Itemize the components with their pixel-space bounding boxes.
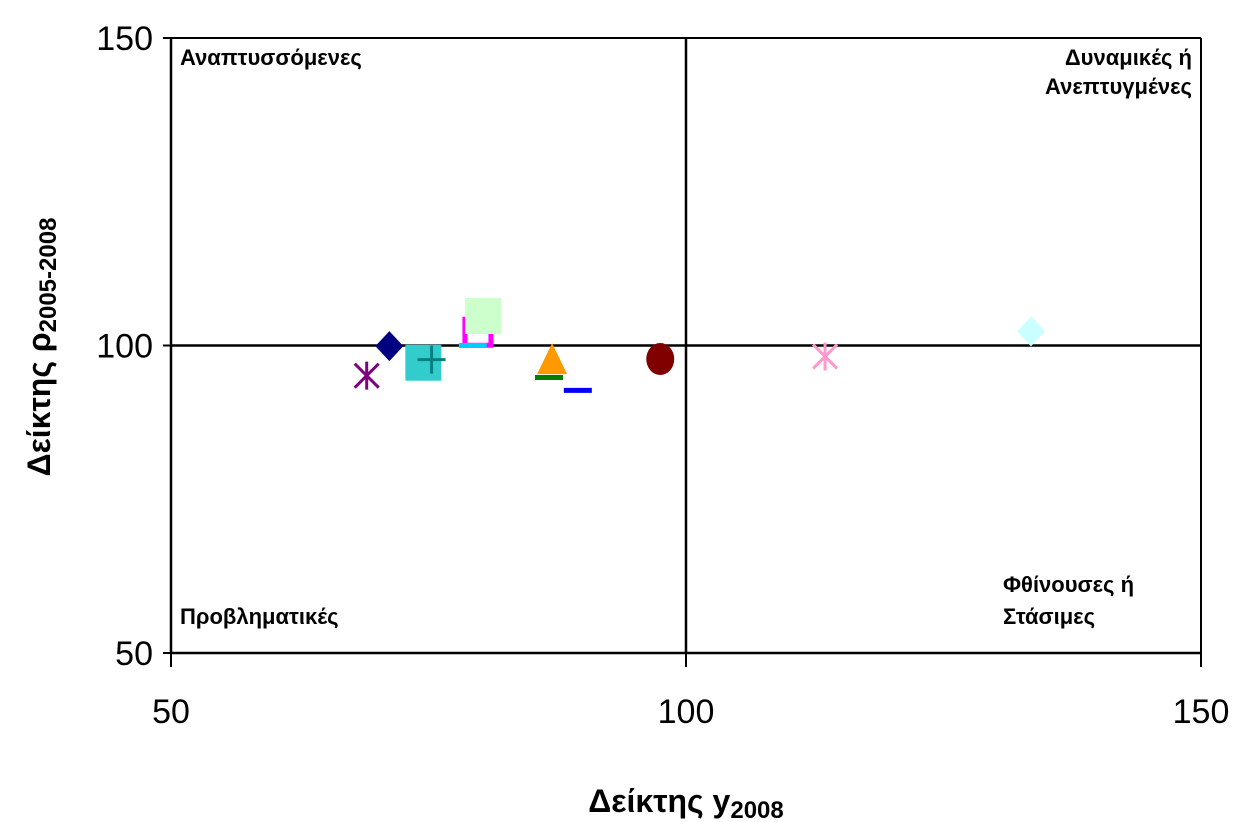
x-tick-label: 100 xyxy=(658,693,715,731)
x-axis-title: Δείκτης y2008 xyxy=(588,783,783,822)
point-marker xyxy=(353,362,380,389)
point-marker xyxy=(375,331,404,362)
x-tick-label: 50 xyxy=(152,693,190,731)
x-tick-labels: 50 100 150 xyxy=(152,693,1229,731)
data-point xyxy=(465,297,502,334)
point-marker xyxy=(646,343,675,376)
quadrant-label-bottom-left: Προβληματικές xyxy=(180,604,339,629)
data-point xyxy=(646,343,675,376)
y-tick-labels: 50 100 150 xyxy=(96,20,153,673)
point-marker xyxy=(405,344,442,381)
y-axis-title: Δείκτης ρ2005-2008 xyxy=(21,218,62,477)
point-marker xyxy=(1017,316,1046,347)
data-point xyxy=(375,331,404,362)
y-tick-label: 150 xyxy=(96,20,153,58)
quadrant-label-top-right: Δυναμικές ή Ανεπτυγμένες xyxy=(1045,45,1192,99)
data-points xyxy=(353,297,1046,393)
data-point xyxy=(537,343,568,375)
data-point xyxy=(405,344,442,381)
point-marker xyxy=(811,343,839,370)
quadrant-label-bottom-right: Φθίνουσες ή Στάσιμες xyxy=(1003,572,1134,629)
quadrant-label-top-left: Αναπτυσσόμενες xyxy=(180,45,362,70)
axes xyxy=(163,37,1202,667)
data-point xyxy=(353,361,380,390)
point-marker xyxy=(465,297,502,334)
y-tick-label: 50 xyxy=(115,635,153,673)
data-point xyxy=(417,345,446,374)
x-tick-label: 150 xyxy=(1173,693,1230,731)
data-point xyxy=(811,342,839,371)
data-point xyxy=(1017,316,1046,347)
point-marker xyxy=(537,343,568,375)
y-tick-label: 100 xyxy=(96,328,153,366)
